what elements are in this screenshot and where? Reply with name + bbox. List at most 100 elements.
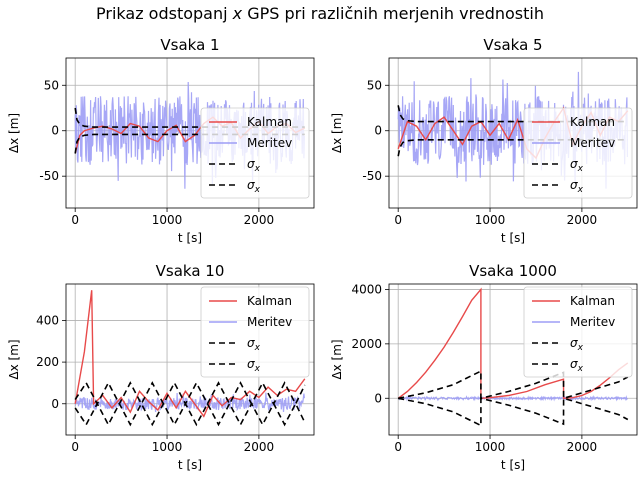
- legend-label-sigma: σ: [247, 157, 255, 171]
- legend-label: Kalman: [570, 115, 615, 129]
- y-axis-label: Δx [m]: [7, 113, 21, 153]
- legend-label: Meritev: [247, 136, 292, 150]
- legend-box: [200, 107, 310, 199]
- y-tick-label: 50: [44, 78, 59, 92]
- chart-panel-3: 0 1000 2000 0 200 400 Vsaka 10 t [s] Δx [m] Kalma…: [7, 262, 315, 472]
- plot-area: [397, 287, 629, 427]
- y-axis-label: Δx [m]: [330, 113, 344, 153]
- series-sigma-2-line: [74, 402, 306, 427]
- x-tick-label: 1000: [152, 213, 183, 227]
- x-tick-label: 1000: [475, 213, 506, 227]
- legend-label-sigma: σ: [247, 336, 255, 350]
- legend-label: σx: [247, 336, 261, 353]
- x-tick-label: 2000: [567, 213, 598, 227]
- legend-label: Meritev: [570, 315, 615, 329]
- legend-label-sub: x: [254, 185, 261, 195]
- series-sigma-2-line: [74, 133, 305, 154]
- axes-frame: [388, 283, 638, 436]
- legend-label-sigma: σ: [570, 336, 578, 350]
- x-tick-label: 1000: [475, 440, 506, 454]
- legend-label-sub: x: [577, 185, 584, 195]
- y-axis-label: Δx [m]: [7, 339, 21, 379]
- legend-label-sigma: σ: [570, 178, 578, 192]
- chart-panel-4: 0 1000 2000 0 2000 4000 Vsaka 1000 t [s] Δx [m] K…: [330, 262, 638, 472]
- legend-label: σx: [247, 178, 261, 195]
- x-tick-label: 0: [394, 440, 402, 454]
- chart-title: Vsaka 1000: [469, 262, 557, 280]
- axes-frame: [388, 57, 638, 209]
- legend-label-sigma: σ: [570, 157, 578, 171]
- x-axis-label: t [s]: [501, 458, 525, 472]
- chart-title: Vsaka 10: [156, 262, 225, 280]
- series-meritev-line: [398, 395, 628, 402]
- legend-label: Meritev: [570, 136, 615, 150]
- legend-box: [523, 107, 633, 199]
- y-tick-label: 50: [367, 78, 382, 92]
- legend-label-sub: x: [577, 343, 584, 353]
- legend-label-sub: x: [254, 364, 261, 374]
- chart-title: Vsaka 5: [483, 36, 542, 54]
- legend-box: [523, 286, 633, 378]
- legend-label: Kalman: [247, 294, 292, 308]
- legend-label-sub: x: [577, 364, 584, 374]
- legend-label-sigma: σ: [247, 178, 255, 192]
- legend-label-sub: x: [577, 164, 584, 174]
- x-axis-label: t [s]: [178, 458, 202, 472]
- y-axis-label: Δx [m]: [330, 339, 344, 379]
- y-tick-label: 0: [51, 124, 59, 138]
- y-tick-label: 2000: [351, 337, 382, 351]
- legend-label-sigma: σ: [247, 357, 255, 371]
- x-tick-label: 2000: [567, 440, 598, 454]
- axes-frame: [65, 283, 315, 436]
- legend-label: Kalman: [247, 115, 292, 129]
- legend-label: Meritev: [247, 315, 292, 329]
- figure-title-post: GPS pri različnih merjenih vrednostih: [242, 4, 544, 23]
- x-tick-label: 0: [394, 213, 402, 227]
- figure-title-pre: Prikaz odstopanj: [96, 4, 233, 23]
- legend-label: σx: [570, 157, 584, 174]
- x-tick-label: 2000: [244, 440, 275, 454]
- legend-label: σx: [247, 157, 261, 174]
- y-tick-label: 0: [374, 391, 382, 405]
- legend-label-sub: x: [254, 164, 261, 174]
- axes-frame: [65, 57, 315, 209]
- series-kalman-line: [74, 290, 306, 418]
- plot-area: [74, 290, 306, 427]
- x-tick-label: 0: [71, 440, 79, 454]
- legend-label: σx: [570, 357, 584, 374]
- chart-panel-2: 0 1000 2000 -50 0 50 Vsaka 5 t [s] Δx [m] Kalman M…: [330, 36, 638, 245]
- legend-label: Kalman: [570, 294, 615, 308]
- y-tick-label: 200: [36, 355, 59, 369]
- y-tick-label: 400: [36, 313, 59, 327]
- legend-label-sigma: σ: [570, 357, 578, 371]
- legend-label: σx: [570, 178, 584, 195]
- legend-label: σx: [570, 336, 584, 353]
- series-sigma-2-line: [398, 397, 629, 427]
- figure-title-var: x: [232, 4, 243, 23]
- x-axis-label: t [s]: [178, 231, 202, 245]
- series-kalman-line: [397, 287, 629, 400]
- series-sigma-1-line: [74, 107, 305, 128]
- y-tick-label: -50: [362, 169, 382, 183]
- y-tick-label: -50: [39, 169, 59, 183]
- x-tick-label: 1000: [152, 440, 183, 454]
- series-sigma-1-line: [74, 381, 306, 406]
- legend-label-sub: x: [254, 343, 261, 353]
- x-tick-label: 2000: [244, 213, 275, 227]
- legend-label: σx: [247, 357, 261, 374]
- chart-title: Vsaka 1: [160, 36, 219, 54]
- series-sigma-1-line: [398, 369, 629, 400]
- legend-box: [200, 286, 310, 378]
- figure-title: Prikaz odstopanj x GPS pri različnih mer…: [0, 4, 640, 23]
- x-tick-label: 0: [71, 213, 79, 227]
- x-axis-label: t [s]: [501, 231, 525, 245]
- y-tick-label: 4000: [351, 282, 382, 296]
- y-tick-label: 0: [374, 124, 382, 138]
- y-tick-label: 0: [51, 397, 59, 411]
- chart-panel-1: 0 1000 2000 -50 0 50 Vsaka 1 t [s] Δx [m] Kalman M…: [7, 36, 315, 245]
